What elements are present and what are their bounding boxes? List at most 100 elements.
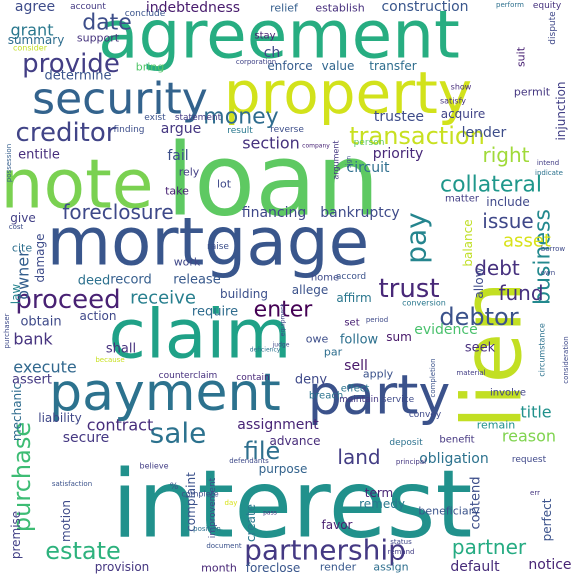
word-interest: interest xyxy=(112,451,473,560)
word-building: building xyxy=(220,287,268,301)
word-secure: secure xyxy=(63,430,110,446)
word-priority: priority xyxy=(373,146,424,162)
word-provide: provide xyxy=(22,49,120,79)
word-equity: equity xyxy=(533,1,562,11)
word-follow: follow xyxy=(340,333,379,348)
word-law: law xyxy=(9,284,23,305)
word-intend: intend xyxy=(537,159,559,167)
word-enforce: enforce xyxy=(267,59,312,73)
word-summary: summary xyxy=(8,33,65,47)
word-statement: statement xyxy=(175,113,222,123)
word-apply: apply xyxy=(363,368,394,381)
word-owner: owner xyxy=(14,250,33,300)
word-execute: execute xyxy=(13,358,76,377)
word-give: give xyxy=(10,211,35,225)
word-acquire: acquire xyxy=(441,107,486,121)
word-require: require xyxy=(192,305,238,320)
word-lot: lot xyxy=(217,178,232,191)
word-foreclosure: foreclosure xyxy=(62,200,173,224)
word-deficiency: deficiency xyxy=(250,347,281,354)
word-proceed: proceed xyxy=(15,285,120,315)
word-ch: ch xyxy=(264,45,281,61)
word-sign: sign xyxy=(346,156,353,169)
word-pass: pass xyxy=(263,510,277,517)
word-construction: construction xyxy=(381,0,468,15)
word-transaction: transaction xyxy=(349,122,485,150)
word-status: status xyxy=(390,538,412,546)
word-allege: allege xyxy=(292,283,328,297)
word-suit: suit xyxy=(515,46,528,67)
word-principal: principal xyxy=(396,458,426,466)
word-evidence: evidence xyxy=(414,322,477,338)
word-rely: rely xyxy=(179,166,200,179)
word-consider: consider xyxy=(13,44,48,53)
word-render: render xyxy=(320,561,357,574)
word-record: record xyxy=(110,273,152,288)
word-request: request xyxy=(512,455,547,465)
word-favor: favor xyxy=(322,518,353,532)
word-right: right xyxy=(483,143,530,167)
word-indebtedness: indebtedness xyxy=(146,0,240,16)
word-reverse: reverse xyxy=(270,125,304,135)
word-trustee: trustee xyxy=(374,109,424,125)
word-because: because xyxy=(95,356,124,364)
word-default: default xyxy=(450,559,500,575)
word-affirm: affirm xyxy=(336,291,371,305)
word-believe: believe xyxy=(139,462,168,471)
word-obtain: obtain xyxy=(20,315,61,330)
word-assert: assert xyxy=(12,373,52,388)
word-purchaser: purchaser xyxy=(3,313,11,348)
word-sale: sale xyxy=(150,417,207,450)
word-partner: partner xyxy=(452,535,527,559)
word-transfer: transfer xyxy=(369,59,416,73)
word-perform: perform xyxy=(496,1,524,9)
word-convey: convey xyxy=(409,410,442,420)
word-motion: motion xyxy=(59,500,73,542)
word-par: par xyxy=(324,346,343,359)
word-fund: fund xyxy=(498,281,543,305)
word-permit: permit xyxy=(514,86,551,99)
word-period: period xyxy=(366,316,388,324)
word-agree: agree xyxy=(15,0,55,15)
word-cite: cite xyxy=(12,242,32,255)
word-entitle: entitle xyxy=(18,148,60,163)
word-month: month xyxy=(201,562,237,575)
word-injunction: injunction xyxy=(554,81,568,140)
word-judge: judge xyxy=(272,342,290,349)
word-accord: accord xyxy=(336,272,366,282)
word-beneficiary: beneficiary xyxy=(418,505,480,518)
word-assign: assign xyxy=(373,561,408,574)
word-satisfaction: satisfaction xyxy=(52,480,92,488)
word-consideration: consideration xyxy=(562,336,570,384)
word-remand: remand xyxy=(387,548,414,556)
word-issue: issue xyxy=(482,209,533,233)
word-obligation: obligation xyxy=(419,451,489,467)
word-party: party xyxy=(308,364,451,427)
word-action: action xyxy=(80,309,117,323)
word-owe: owe xyxy=(306,333,329,346)
word-damage: damage xyxy=(33,233,47,282)
word-lien: lien xyxy=(446,281,541,429)
word-complete: complete xyxy=(181,490,218,499)
word-allow: allow xyxy=(472,267,486,298)
word-show: show xyxy=(451,83,472,92)
word-enter: enter xyxy=(254,298,314,323)
word-create: create xyxy=(244,504,258,542)
word-remedy: remedy xyxy=(359,497,405,511)
word-complaint: complaint xyxy=(184,472,198,532)
word-balance: balance xyxy=(461,219,475,266)
word-include: include xyxy=(486,195,529,209)
word-circumstance: circumstance xyxy=(538,323,547,377)
word-bankruptcy: bankruptcy xyxy=(320,205,399,221)
word-loan: loan xyxy=(166,122,380,239)
word-section: section xyxy=(242,134,300,153)
word-day: day xyxy=(225,499,238,507)
word-estate: estate xyxy=(45,537,121,565)
word-creditor: creditor xyxy=(16,118,117,148)
word-security: security xyxy=(32,74,208,125)
word-fail: fail xyxy=(167,148,188,164)
word-dispute: dispute xyxy=(548,11,558,45)
word-trust: trust xyxy=(378,274,439,304)
word-title: title xyxy=(520,403,551,422)
